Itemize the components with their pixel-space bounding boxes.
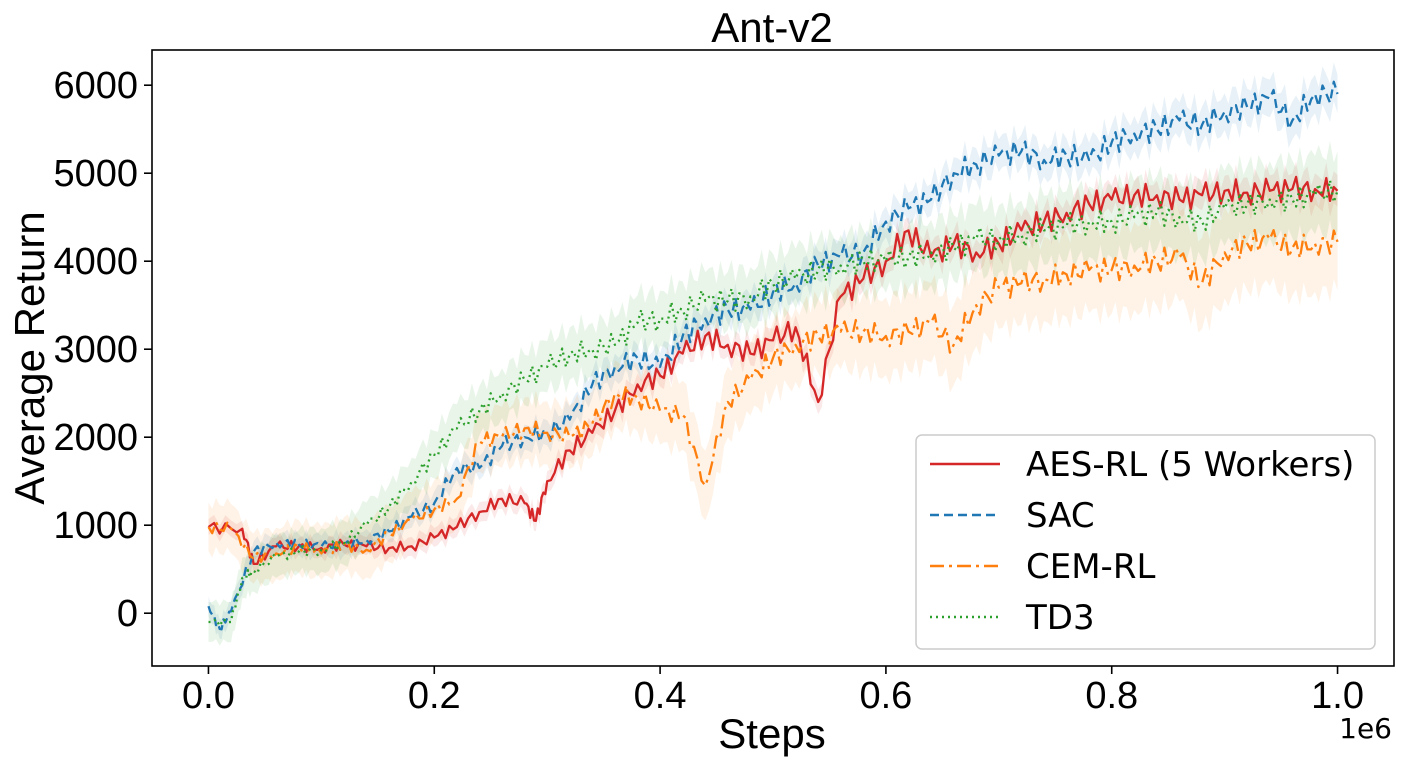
y-tick-label: 3000 (53, 329, 138, 371)
y-tick-label: 6000 (53, 65, 138, 107)
variance-bands (208, 62, 1338, 646)
chart-title: Ant-v2 (711, 4, 832, 51)
x-tick-label: 0.4 (634, 675, 687, 717)
x-tick-label: 0.8 (1085, 675, 1138, 717)
x-tick-label: 0.2 (408, 675, 461, 717)
line-cem-rl (207, 228, 1339, 563)
line-aes-rl-5-workers (207, 175, 1339, 566)
legend: AES-RL (5 Workers) SAC CEM-RL TD3 (915, 434, 1376, 650)
y-tick-label: 0 (117, 593, 138, 635)
plot-frame (151, 49, 1395, 667)
series-lines (207, 80, 1339, 631)
y-tick-label: 4000 (53, 241, 138, 283)
x-axis-offset-label: 1e6 (1339, 712, 1392, 745)
legend-label-cem-rl: CEM-RL (1026, 547, 1155, 587)
y-tick-label: 1000 (53, 505, 138, 547)
legend-label-td3: TD3 (1025, 598, 1095, 638)
x-tick-label: 0.6 (859, 675, 912, 717)
y-tick-label: 2000 (53, 417, 138, 459)
band-aes-rl-5-workers (208, 161, 1338, 573)
legend-label-aes-rl: AES-RL (5 Workers) (1026, 445, 1354, 485)
band-cem-rl (208, 182, 1338, 588)
legend-label-sac: SAC (1026, 496, 1095, 536)
legend-box (915, 434, 1376, 650)
x-axis-ticks: 0.0 0.2 0.4 0.6 0.8 1.0 (182, 666, 1364, 717)
x-tick-label: 0.0 (182, 675, 235, 717)
band-td3 (208, 140, 1338, 646)
y-axis-title: Average Return (6, 211, 53, 504)
x-axis-title: Steps (718, 710, 825, 757)
band-sac (208, 62, 1338, 640)
x-tick-label: 1.0 (1311, 675, 1364, 717)
y-axis-ticks: 0 1000 2000 3000 4000 5000 6000 (53, 65, 152, 635)
y-tick-label: 5000 (53, 153, 138, 195)
line-sac (207, 80, 1339, 631)
